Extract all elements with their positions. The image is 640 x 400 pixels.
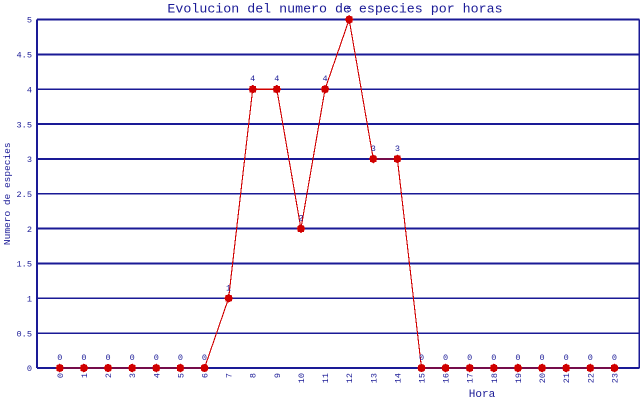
svg-text:0: 0 xyxy=(154,353,159,363)
svg-text:0: 0 xyxy=(443,353,448,363)
svg-text:0: 0 xyxy=(81,353,86,363)
svg-text:0: 0 xyxy=(56,373,66,378)
svg-text:2.5: 2.5 xyxy=(17,190,32,200)
svg-text:1.5: 1.5 xyxy=(17,260,32,270)
svg-text:0: 0 xyxy=(105,353,110,363)
svg-text:0: 0 xyxy=(515,353,520,363)
svg-text:Hora: Hora xyxy=(469,389,496,400)
svg-text:4: 4 xyxy=(250,74,255,84)
svg-text:1: 1 xyxy=(27,295,32,305)
svg-text:14: 14 xyxy=(393,373,403,383)
svg-text:0: 0 xyxy=(57,353,62,363)
svg-text:18: 18 xyxy=(490,373,500,383)
svg-text:10: 10 xyxy=(297,373,307,383)
svg-text:3.5: 3.5 xyxy=(17,120,32,130)
svg-text:4: 4 xyxy=(274,74,279,84)
svg-text:17: 17 xyxy=(466,373,476,383)
svg-text:Evolucion del numero de especi: Evolucion del numero de especies por hor… xyxy=(167,2,502,17)
svg-text:4: 4 xyxy=(322,74,327,84)
svg-text:7: 7 xyxy=(225,373,235,378)
svg-text:21: 21 xyxy=(562,373,572,383)
svg-text:2: 2 xyxy=(104,373,114,378)
svg-text:19: 19 xyxy=(514,373,524,383)
svg-text:13: 13 xyxy=(369,373,379,383)
svg-text:16: 16 xyxy=(442,373,452,383)
svg-text:0.5: 0.5 xyxy=(17,329,32,339)
svg-text:6: 6 xyxy=(200,373,210,378)
svg-text:4: 4 xyxy=(27,85,32,95)
svg-text:2: 2 xyxy=(298,214,303,224)
svg-text:12: 12 xyxy=(345,373,355,383)
svg-text:Numero de especies: Numero de especies xyxy=(2,142,13,245)
svg-text:11: 11 xyxy=(321,373,331,383)
svg-text:8: 8 xyxy=(249,373,259,378)
svg-text:0: 0 xyxy=(419,353,424,363)
svg-text:0: 0 xyxy=(467,353,472,363)
svg-text:0: 0 xyxy=(491,353,496,363)
svg-text:23: 23 xyxy=(610,373,620,383)
svg-text:3: 3 xyxy=(27,155,32,165)
svg-text:0: 0 xyxy=(27,364,32,374)
svg-text:0: 0 xyxy=(178,353,183,363)
svg-text:4: 4 xyxy=(152,373,162,378)
svg-text:4.5: 4.5 xyxy=(17,51,32,61)
svg-text:22: 22 xyxy=(586,373,596,383)
svg-text:9: 9 xyxy=(273,373,283,378)
svg-text:0: 0 xyxy=(612,353,617,363)
svg-text:3: 3 xyxy=(395,144,400,154)
svg-text:5: 5 xyxy=(176,373,186,378)
svg-text:20: 20 xyxy=(538,373,548,383)
svg-text:0: 0 xyxy=(564,353,569,363)
svg-text:0: 0 xyxy=(130,353,135,363)
svg-text:5: 5 xyxy=(27,16,32,26)
svg-text:0: 0 xyxy=(202,353,207,363)
svg-text:0: 0 xyxy=(588,353,593,363)
svg-text:3: 3 xyxy=(128,373,138,378)
svg-text:3: 3 xyxy=(371,144,376,154)
svg-text:1: 1 xyxy=(80,373,90,378)
svg-text:0: 0 xyxy=(540,353,545,363)
svg-text:1: 1 xyxy=(226,283,231,293)
svg-text:15: 15 xyxy=(418,373,428,383)
svg-text:2: 2 xyxy=(27,225,32,235)
